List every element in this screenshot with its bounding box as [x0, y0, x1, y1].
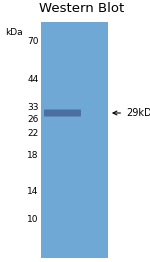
Text: 70: 70 [27, 37, 39, 46]
Text: 22: 22 [27, 128, 39, 138]
Text: Western Blot: Western Blot [39, 2, 125, 15]
Text: 33: 33 [27, 102, 39, 112]
FancyBboxPatch shape [44, 110, 81, 117]
Text: 14: 14 [27, 187, 39, 195]
Text: 44: 44 [27, 75, 39, 85]
Text: 10: 10 [27, 216, 39, 225]
Text: 29kDa: 29kDa [113, 108, 150, 118]
Text: kDa: kDa [5, 28, 23, 37]
Text: 26: 26 [27, 116, 39, 124]
Bar [40, 22, 108, 258]
Text: 18: 18 [27, 151, 39, 161]
